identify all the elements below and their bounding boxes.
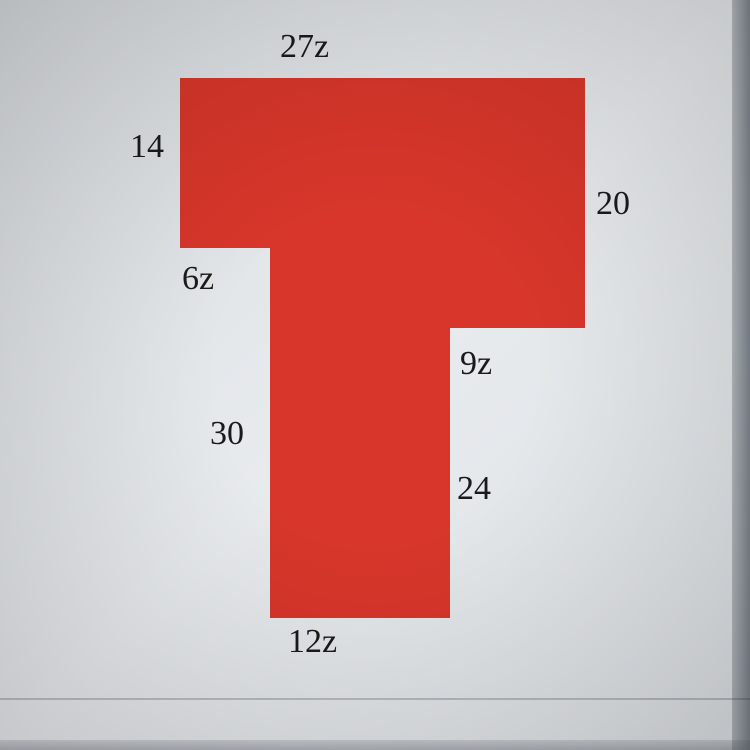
screen-bezel-right	[732, 0, 750, 750]
geometry-diagram: 27z 14 20 6z 9z 30 24 12z	[0, 0, 750, 750]
label-right-step: 9z	[460, 345, 492, 383]
label-top: 27z	[280, 28, 329, 66]
t-shape-right-notch	[450, 248, 585, 328]
t-shape-top	[180, 78, 585, 248]
screen-bezel-bottom	[0, 740, 750, 750]
horizontal-rule	[0, 698, 750, 700]
label-right-stem: 24	[457, 470, 491, 508]
label-right-upper: 20	[596, 185, 630, 223]
t-shape-stem	[270, 248, 450, 618]
label-left-upper: 14	[130, 128, 164, 166]
label-bottom: 12z	[288, 623, 337, 661]
label-left-stem: 30	[210, 415, 244, 453]
label-left-step: 6z	[182, 260, 214, 298]
